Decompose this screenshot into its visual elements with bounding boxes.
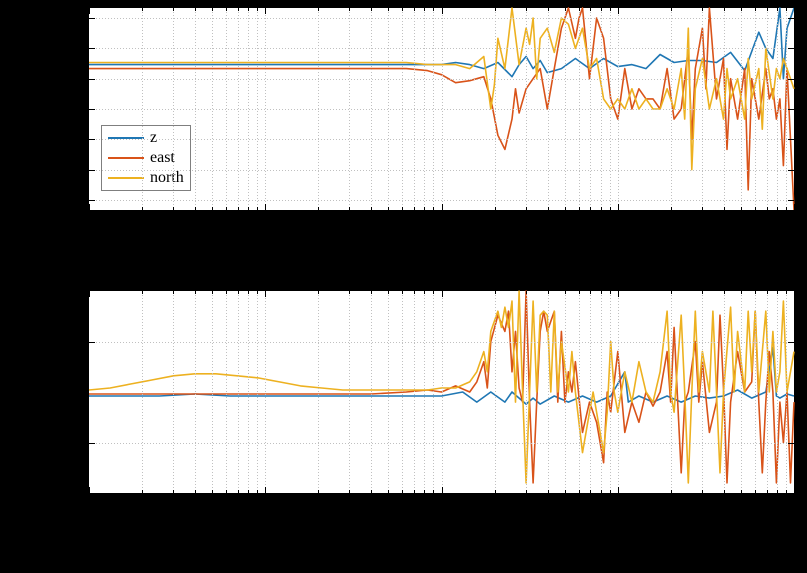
legend-label-z: z	[150, 129, 157, 147]
legend-box: z east north	[101, 125, 191, 191]
chart-panel-bottom	[88, 290, 795, 494]
chart-panel-top: z east north	[88, 7, 795, 211]
legend-swatch-east	[108, 157, 144, 159]
legend-label-north: north	[150, 169, 184, 187]
legend-label-east: east	[150, 149, 175, 167]
legend-swatch-north	[108, 177, 144, 179]
